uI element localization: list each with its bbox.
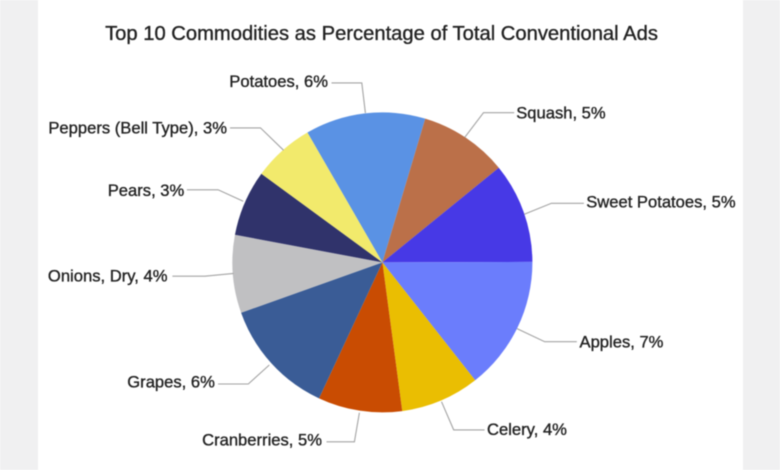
svg-text:Cranberries, 5%: Cranberries, 5%	[202, 430, 322, 449]
svg-text:Top 10 Commodities as Percenta: Top 10 Commodities as Percentage of Tota…	[105, 23, 658, 45]
svg-text:Onions, Dry, 4%: Onions, Dry, 4%	[48, 266, 168, 285]
svg-text:Sweet Potatoes, 5%: Sweet Potatoes, 5%	[586, 192, 736, 211]
svg-text:Apples, 7%: Apples, 7%	[580, 333, 664, 352]
svg-text:Celery, 4%: Celery, 4%	[487, 420, 567, 439]
svg-text:Squash, 5%: Squash, 5%	[516, 104, 606, 123]
svg-text:Peppers (Bell Type), 3%: Peppers (Bell Type), 3%	[48, 119, 227, 138]
svg-text:Potatoes, 6%: Potatoes, 6%	[229, 72, 328, 91]
svg-text:Grapes, 6%: Grapes, 6%	[127, 373, 215, 392]
svg-text:Pears, 3%: Pears, 3%	[108, 181, 185, 200]
